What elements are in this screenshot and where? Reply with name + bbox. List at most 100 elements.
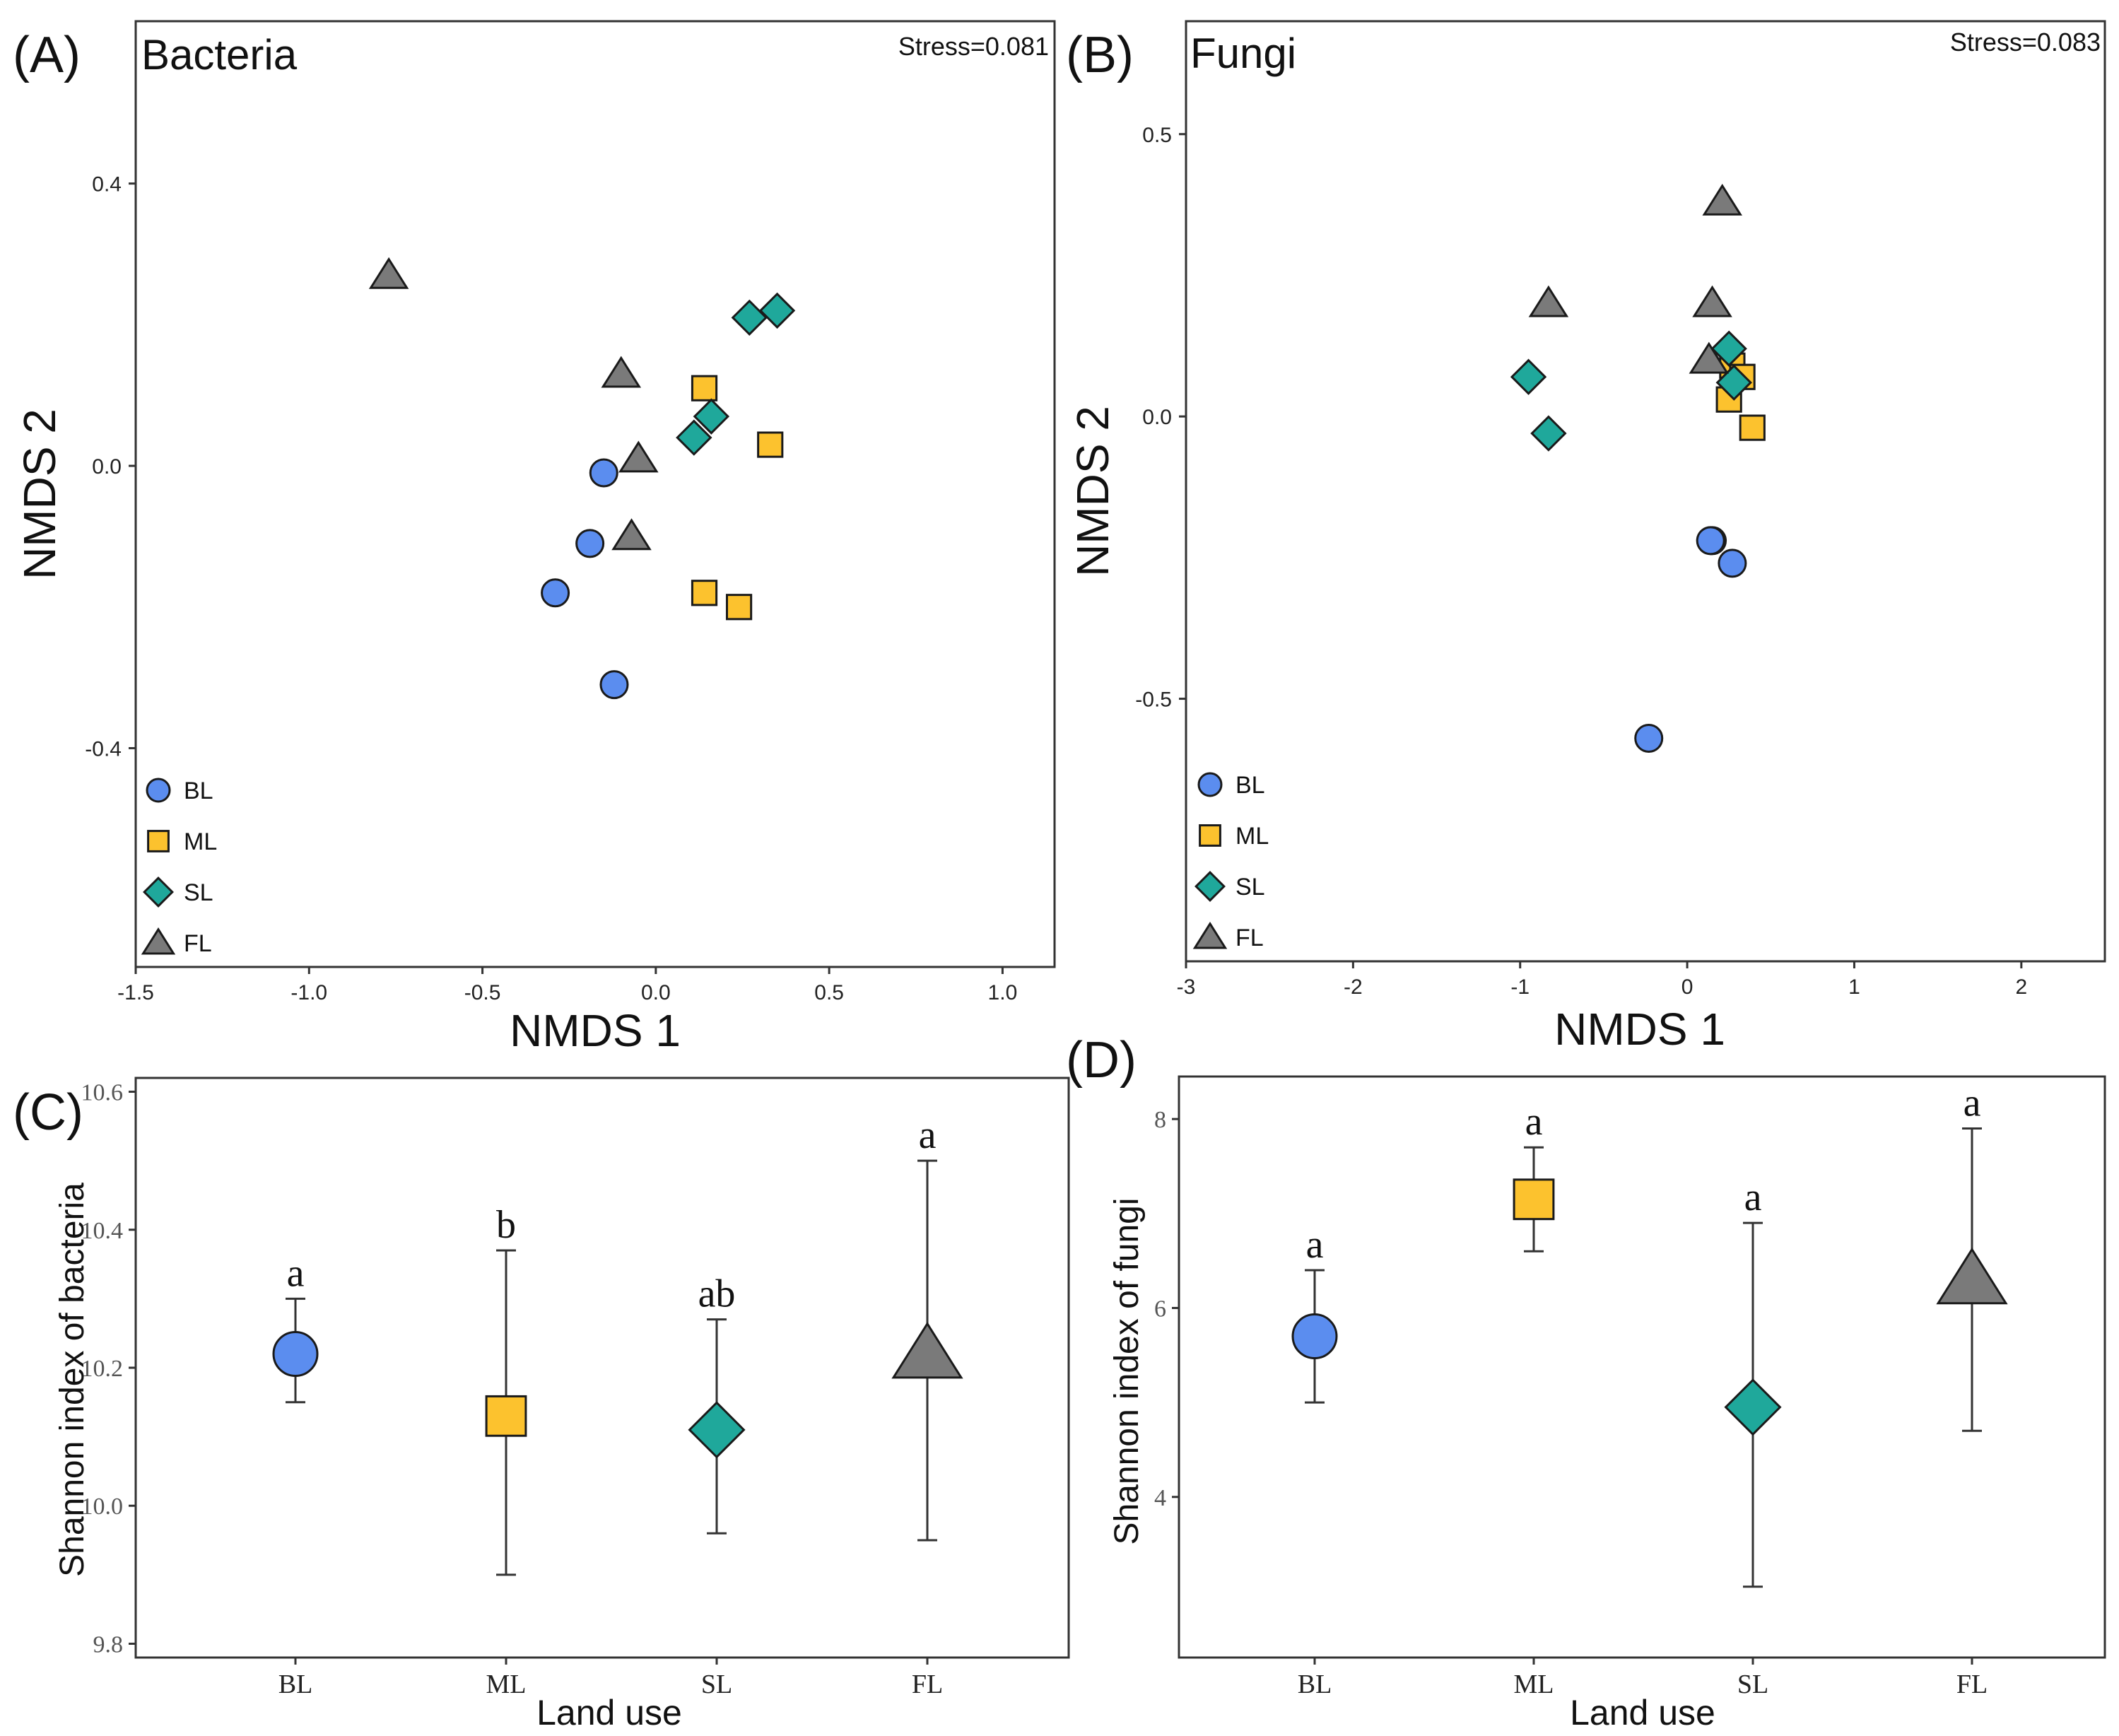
panel-c-significance-letter-fl: a bbox=[919, 1113, 937, 1157]
panel-b-y-tick-label: 0.0 bbox=[1142, 406, 1172, 429]
panel-b-point-sl bbox=[1710, 330, 1747, 367]
panel-b-y-axis-label: NMDS 2 bbox=[1067, 406, 1118, 577]
panel-c-x-tick-label: FL bbox=[912, 1670, 943, 1699]
panel-a-y-axis-label: NMDS 2 bbox=[14, 409, 65, 580]
panel-a-point-bl bbox=[599, 670, 629, 700]
panel-a-x-tick-label: -0.5 bbox=[464, 981, 501, 1004]
panel-a-point-sl bbox=[676, 419, 712, 456]
panel-b-y-tick-label: 0.5 bbox=[1142, 124, 1172, 147]
panel-b-x-tick-label: 0 bbox=[1681, 975, 1694, 999]
panel-a-x-tick-label: 0.0 bbox=[641, 981, 671, 1004]
panel-a-point-fl bbox=[368, 257, 409, 289]
panel-a-frame bbox=[134, 20, 1056, 968]
panel-d-errorbars: a a a a bbox=[1291, 1081, 2008, 1588]
panel-d-x-tick-label: BL bbox=[1298, 1670, 1332, 1699]
panel-a-x-tick-label: 0.5 bbox=[814, 981, 844, 1004]
panel-a-point-ml bbox=[725, 594, 753, 621]
panel-c-y-axis-label: Shannon index of bacteria bbox=[54, 1183, 91, 1577]
panel-c-y-tick-label: 10.6 bbox=[81, 1080, 124, 1106]
panel-b-legend-marker-ml bbox=[1199, 824, 1221, 847]
panel-a-x-axis-label: NMDS 1 bbox=[510, 1005, 681, 1056]
panel-b-point-fl bbox=[1702, 183, 1742, 216]
panel-b-x-tick-label: 1 bbox=[1848, 975, 1860, 999]
panel-d-significance-letter-fl: a bbox=[1964, 1081, 1981, 1125]
panel-b-point-ml bbox=[1739, 414, 1766, 441]
panel-d-significance-letter-sl: a bbox=[1744, 1175, 1762, 1219]
panel-a-point-bl bbox=[541, 578, 570, 608]
panel-c-x-tick-label: ML bbox=[486, 1670, 527, 1699]
panel-a-x-tick-label: -1.5 bbox=[117, 981, 154, 1004]
panel-a-x-tick-label: -1.0 bbox=[290, 981, 327, 1004]
panel-c-significance-letter-ml: b bbox=[496, 1203, 516, 1247]
panel-b-point-sl bbox=[1530, 415, 1567, 452]
panel-a-y-tick-label: -0.4 bbox=[85, 737, 122, 761]
panel-d-mean-marker-bl bbox=[1291, 1313, 1338, 1360]
panel-a-y-tick-label: 0.4 bbox=[92, 173, 122, 197]
panel-c-x-tick-label: SL bbox=[701, 1670, 732, 1699]
panel-a-legend-marker-bl bbox=[146, 778, 171, 803]
panel-a-title: Bacteria bbox=[141, 31, 298, 78]
panel-b-x-axis-label: NMDS 1 bbox=[1554, 1004, 1725, 1055]
panel-a-point-fl bbox=[618, 440, 659, 473]
panel-a-point-bl bbox=[589, 458, 618, 488]
panel-d-x-axis-label: Land use bbox=[1570, 1693, 1715, 1732]
panel-d-y-axis-label: Shannon index of fungi bbox=[1108, 1197, 1146, 1544]
panel-d-x-tick-label: ML bbox=[1514, 1670, 1554, 1699]
panel-a-stress: Stress=0.081 bbox=[898, 32, 1049, 61]
panel-d-x-tick-label: FL bbox=[1956, 1670, 1988, 1699]
panel-b-stress: Stress=0.083 bbox=[1950, 28, 2101, 57]
panel-a-bacteria-nmds: -1.5 -1.0 -0.5 0.0 0.5 1.0 -0.4 0.0 0.4 (A) Bact… bbox=[13, 20, 1056, 1056]
panel-d-y-tick-label: 4 bbox=[1154, 1485, 1166, 1511]
panel-a-legend-label-ml: ML bbox=[184, 828, 217, 855]
panel-d-label: (D) bbox=[1066, 1032, 1137, 1089]
panel-d-x-tick-label: SL bbox=[1737, 1670, 1768, 1699]
panel-b-point-bl bbox=[1718, 549, 1747, 578]
panel-b-axes: -3 -2 -1 0 1 2 -0.5 0.0 0.5 bbox=[1135, 124, 2027, 999]
panel-b-x-tick-label: -2 bbox=[1344, 975, 1363, 999]
panel-d-y-tick-label: 8 bbox=[1154, 1107, 1166, 1133]
panel-b-title: Fungi bbox=[1190, 30, 1296, 77]
panel-c-mean-marker-bl bbox=[272, 1330, 319, 1377]
panel-b-legend-label-ml: ML bbox=[1235, 823, 1269, 850]
panel-d-axes: 4 6 8 BL ML SL FL bbox=[1154, 1107, 1988, 1699]
panel-b-frame bbox=[1185, 20, 2106, 963]
panel-b-points bbox=[1510, 183, 1766, 753]
panel-a-point-bl bbox=[575, 529, 605, 558]
panel-b-point-sl bbox=[1510, 358, 1547, 395]
panel-a-point-sl bbox=[758, 292, 796, 329]
panel-b-legend-label-fl: FL bbox=[1235, 925, 1264, 951]
panel-a-label: (A) bbox=[13, 27, 81, 83]
panel-d-significance-letter-ml: a bbox=[1525, 1100, 1543, 1144]
panel-a-legend-marker-fl bbox=[141, 927, 176, 955]
panel-b-point-sl bbox=[1715, 364, 1752, 401]
panel-a-point-ml bbox=[691, 375, 718, 401]
panel-d-frame bbox=[1178, 1075, 2106, 1659]
panel-c-x-tick-label: BL bbox=[278, 1670, 313, 1699]
panel-b-legend-label-bl: BL bbox=[1235, 772, 1265, 799]
panel-a-y-tick-label: 0.0 bbox=[92, 455, 122, 479]
panel-a-point-ml bbox=[757, 431, 784, 458]
panel-b-point-bl bbox=[1696, 526, 1725, 556]
panel-c-label: (C) bbox=[13, 1084, 83, 1141]
panel-a-point-fl bbox=[601, 356, 642, 388]
panel-b-point-fl bbox=[1689, 341, 1730, 374]
panel-c-y-tick-label: 10.2 bbox=[81, 1356, 124, 1382]
panel-c-y-tick-label: 10.0 bbox=[81, 1494, 124, 1520]
panel-a-points bbox=[368, 257, 796, 700]
panel-b-legend-marker-bl bbox=[1197, 772, 1223, 797]
panel-b-point-fl bbox=[1692, 285, 1732, 317]
panel-c-significance-letter-sl: ab bbox=[698, 1272, 736, 1316]
panel-b-point-fl bbox=[1528, 285, 1569, 317]
panel-c-x-axis-label: Land use bbox=[536, 1693, 682, 1732]
panel-c-mean-marker-fl bbox=[891, 1321, 963, 1379]
panel-a-legend: BL ML SL FL bbox=[141, 778, 217, 957]
panel-d-mean-marker-ml bbox=[1513, 1178, 1555, 1221]
panel-d-significance-letter-bl: a bbox=[1306, 1223, 1324, 1267]
panel-b-point-bl bbox=[1634, 723, 1664, 753]
panel-c-mean-marker-sl bbox=[688, 1401, 746, 1459]
panel-a-legend-label-sl: SL bbox=[184, 879, 213, 906]
